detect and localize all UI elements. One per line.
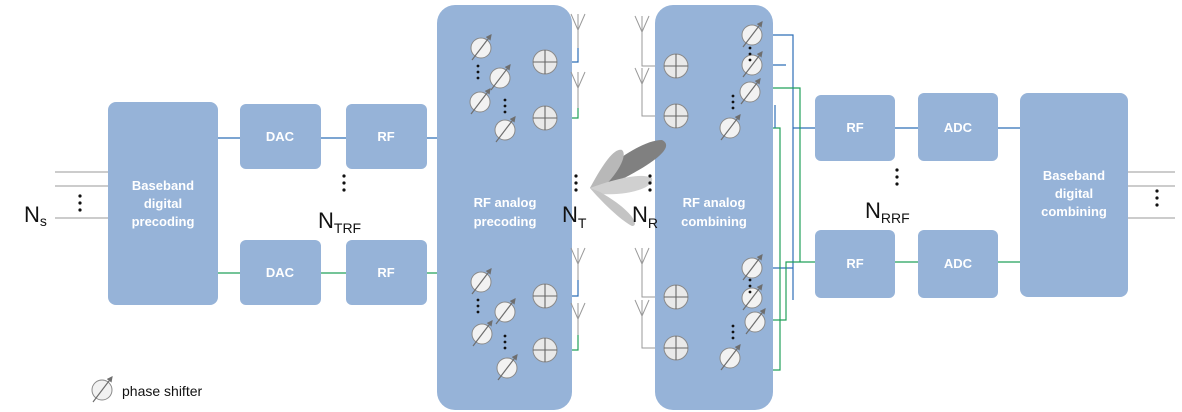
antenna-icon	[634, 247, 650, 280]
adc-label-2: ADC	[944, 256, 973, 271]
phase-shifter-legend-label: phase shifter	[122, 383, 202, 399]
antenna-icon	[634, 67, 650, 98]
rx-rf-block-1: RF	[815, 95, 895, 161]
rf-analog-combining-line2: combining	[681, 214, 747, 229]
tx-rf-block-2: RF	[346, 240, 427, 305]
rx-rf-label-2: RF	[846, 256, 863, 271]
baseband-precoding-line2: digital	[144, 196, 182, 211]
baseband-combining-line2: digital	[1055, 186, 1093, 201]
antenna-icon	[570, 302, 586, 335]
rx-rf-label-1: RF	[846, 120, 863, 135]
adder-icon	[663, 335, 689, 361]
phase-shifter-icon	[741, 21, 763, 48]
ellipsis-dots	[78, 46, 1159, 350]
baseband-combining-block: Baseband digital combining	[1020, 93, 1128, 297]
phase-shifter-icon	[744, 308, 766, 335]
ntrf-label: NTRF	[318, 208, 361, 236]
adc-block-2: ADC	[918, 230, 998, 298]
phase-shifter-icon	[470, 268, 492, 295]
dac-block-1: DAC	[240, 104, 321, 169]
legend: phase shifter	[91, 376, 202, 403]
rf-analog-precoding-line2: precoding	[474, 214, 537, 229]
phase-shifter-icon	[719, 114, 741, 141]
adder-icon	[663, 103, 689, 129]
adder-icon	[532, 105, 558, 131]
antennas	[570, 13, 650, 335]
dac-block-2: DAC	[240, 240, 321, 305]
dac-label-1: DAC	[266, 129, 295, 144]
antenna-icon	[634, 299, 650, 330]
adder-icon	[532, 283, 558, 309]
ns-label: Ns	[24, 202, 47, 229]
phase-shifter-icon	[469, 88, 491, 115]
rx-rf-block-2: RF	[815, 230, 895, 298]
nrrf-label: NRRF	[865, 198, 910, 226]
tx-rf-label-1: RF	[377, 129, 394, 144]
antenna-icon	[570, 13, 586, 48]
phase-shifter-icon	[496, 354, 518, 381]
adc-block-1: ADC	[918, 93, 998, 161]
phase-shifter-icon	[471, 320, 493, 347]
nt-label: NT	[562, 202, 587, 231]
antenna-icon	[570, 71, 586, 108]
phase-shifter-icon	[494, 298, 516, 325]
phase-shifter-icon	[741, 51, 763, 78]
adc-label-1: ADC	[944, 120, 973, 135]
phase-shifter-icon	[719, 344, 741, 371]
adder-icon	[532, 337, 558, 363]
baseband-precoding-line1: Baseband	[132, 178, 194, 193]
tx-rf-label-2: RF	[377, 265, 394, 280]
antenna-icon	[570, 247, 586, 280]
baseband-precoding-line3: precoding	[132, 214, 195, 229]
phase-shifter-icon	[739, 78, 761, 105]
phase-shifter-legend-icon	[91, 376, 113, 403]
rf-analog-combining-line1: RF analog	[683, 195, 746, 210]
phase-shifters	[469, 21, 766, 381]
tx-rf-block-1: RF	[346, 104, 427, 169]
baseband-combining-line1: Baseband	[1043, 168, 1105, 183]
nr-label: NR	[632, 202, 658, 231]
adder-icon	[663, 53, 689, 79]
dac-label-2: DAC	[266, 265, 295, 280]
phase-shifter-icon	[741, 254, 763, 281]
adder-icon	[532, 49, 558, 75]
baseband-combining-line3: combining	[1041, 204, 1107, 219]
baseband-precoding-block: Baseband digital precoding	[108, 102, 218, 305]
beam-pattern-icon	[590, 140, 667, 226]
adder-icon	[663, 284, 689, 310]
phase-shifter-icon	[470, 34, 492, 61]
rf-analog-precoding-line1: RF analog	[474, 195, 537, 210]
phase-shifter-icon	[741, 284, 763, 311]
antenna-icon	[634, 15, 650, 48]
phase-shifter-icon	[489, 64, 511, 91]
phase-shifter-icon	[494, 116, 516, 143]
adders	[532, 49, 689, 363]
